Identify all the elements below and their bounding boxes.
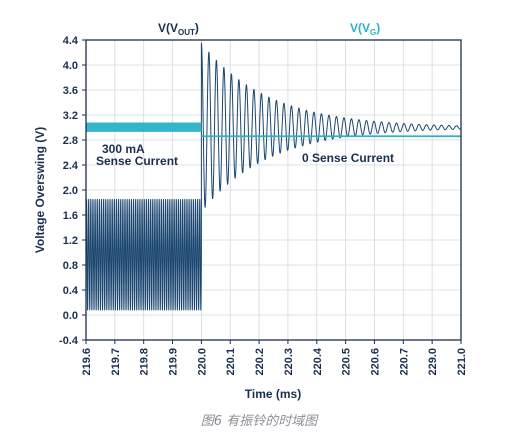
series-vg-band — [86, 122, 202, 132]
y-tick-label: 3.2 — [63, 110, 78, 122]
x-tick-label: 220.7 — [398, 348, 410, 376]
x-tick-label: 220.6 — [369, 348, 381, 376]
x-tick-label: 219.6 — [81, 348, 93, 376]
y-tick-label: 3.6 — [63, 85, 78, 97]
series-group — [86, 42, 461, 311]
y-tick-label: 0.4 — [63, 285, 79, 297]
x-tick-label: 220.2 — [254, 348, 266, 376]
x-tick-label: 220.3 — [283, 348, 295, 376]
y-tick-label: 2.4 — [63, 160, 79, 172]
x-tick-label: 220.5 — [341, 348, 353, 376]
legend-vout: V(VOUT) — [158, 21, 199, 37]
y-axis-title: Voltage Overswing (V) — [33, 127, 47, 253]
x-tick-label: 221.0 — [456, 348, 468, 376]
y-tick-label: 1.2 — [63, 235, 78, 247]
grid — [85, 39, 462, 341]
x-tick-labels: 219.6 219.7 219.8 219.9 220.0 220.1 220.2 220.3… — [81, 340, 468, 376]
y-tick-label: 2.0 — [63, 185, 78, 197]
y-tick-label: 0.0 — [63, 310, 78, 322]
x-tick-label: 229.0 — [427, 348, 439, 376]
y-tick-labels: 4.4 4.0 3.6 3.2 2.8 2.4 2.0 1.6 1.2 0.8 0.4 0.0 -0.4 — [59, 35, 86, 347]
y-tick-label: -0.4 — [59, 335, 79, 347]
x-tick-label: 219.7 — [110, 348, 122, 376]
annotation-300ma: 300 mA — [102, 142, 145, 156]
y-tick-label: 4.0 — [63, 60, 78, 72]
y-tick-label: 2.8 — [63, 135, 78, 147]
y-tick-label: 0.8 — [63, 260, 78, 272]
x-tick-label: 219.9 — [168, 348, 180, 376]
x-tick-label: 220.1 — [225, 348, 237, 376]
annotation-sense-current: Sense Current — [96, 154, 178, 168]
x-tick-label: 220.4 — [312, 347, 324, 375]
annotation-zero-sense-current: 0 Sense Current — [302, 151, 394, 165]
x-axis-title: Time (ms) — [245, 387, 301, 401]
legend-vg: V(VG) — [350, 21, 380, 37]
y-tick-label: 4.4 — [63, 35, 79, 47]
figure-caption: 图6 有振铃的时域图 — [200, 414, 318, 429]
series-vout-line — [86, 42, 461, 311]
y-tick-label: 1.6 — [63, 210, 78, 222]
x-tick-label: 219.8 — [139, 348, 151, 376]
x-tick-label: 220.0 — [196, 348, 208, 376]
